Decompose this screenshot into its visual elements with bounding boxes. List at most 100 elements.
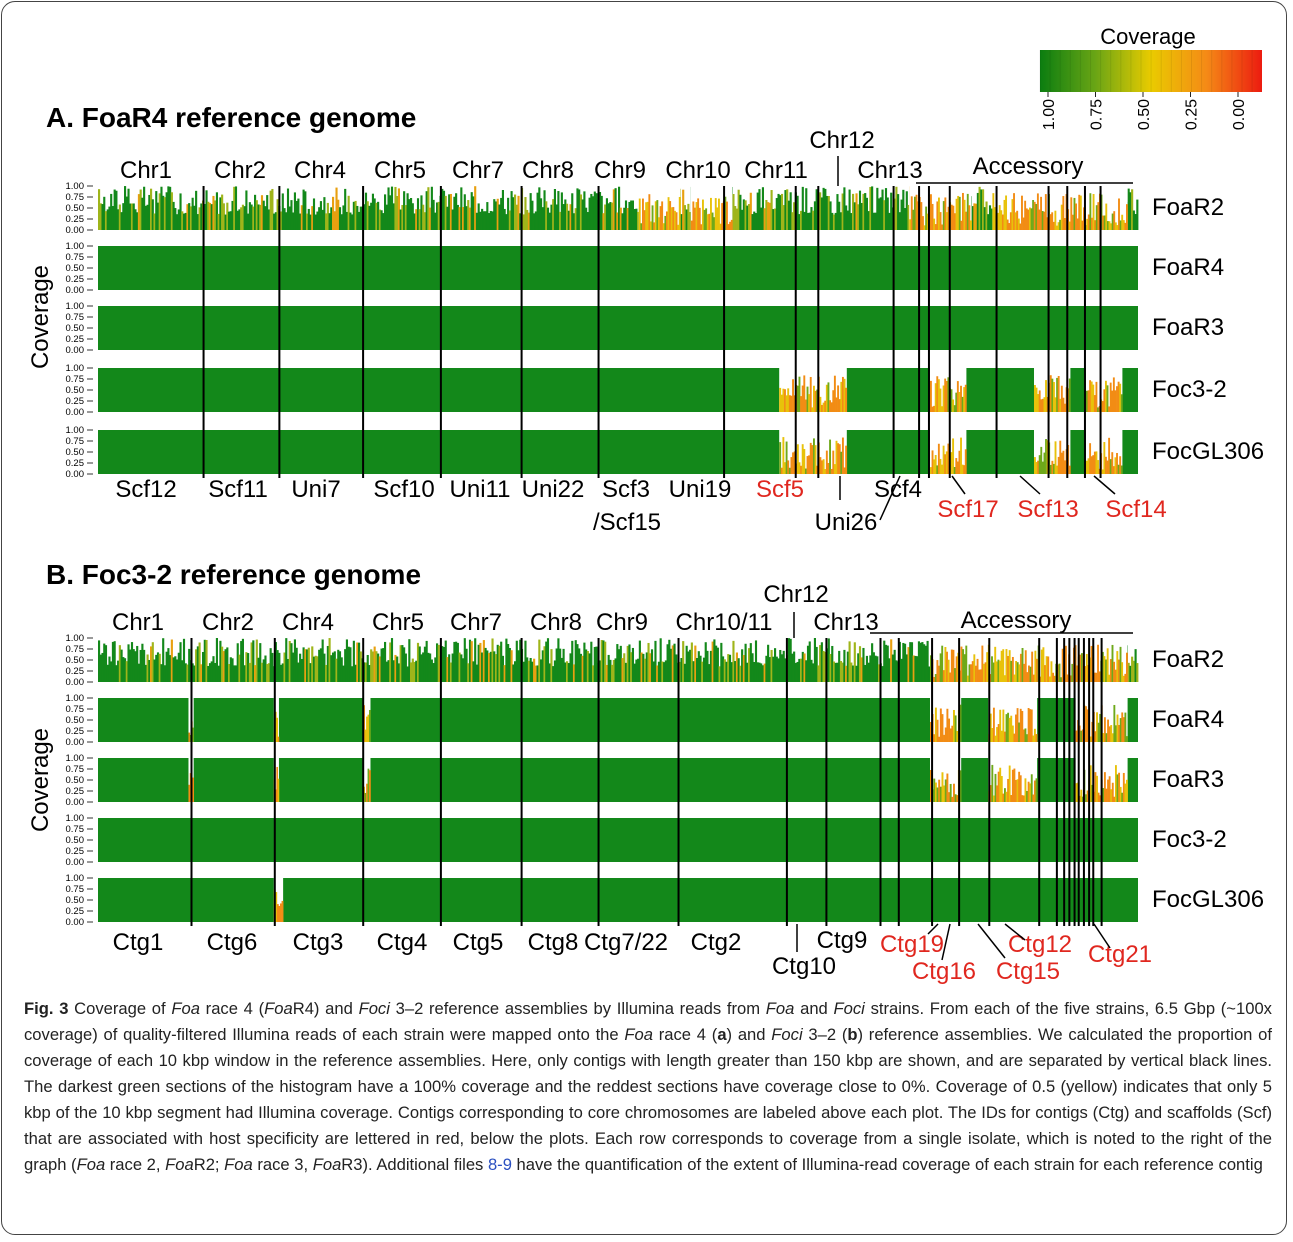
coverage-spike [1032,794,1035,802]
coverage-spike [449,662,452,682]
coverage-spike [229,657,232,682]
coverage-spike [486,650,489,682]
coverage-spike [477,203,480,230]
coverage-spike [941,772,944,802]
coverage-spike [758,189,761,230]
y-tick-label: 0.00 [66,469,85,480]
coverage-spike [881,666,884,682]
coverage-spike [1018,722,1021,742]
coverage-spike [543,646,546,682]
coverage-spike [1003,675,1006,682]
coverage-spike [202,651,205,682]
coverage-spike [1027,665,1030,682]
y-tick-label: 0.75 [66,764,85,775]
coverage-spike [798,462,801,474]
coverage-spike [115,665,118,682]
coverage-spike [1122,772,1125,802]
coverage-bar-FoaR3 [98,306,1138,350]
coverage-spike [233,665,236,682]
y-tick-label: 0.75 [66,374,85,385]
coverage-spike [292,212,295,230]
coverage-spike [1068,221,1071,230]
coverage-spike [1060,452,1063,474]
coverage-spike [708,213,711,230]
coverage-spike [474,186,477,230]
coverage-spike [281,663,284,682]
coverage-spike [110,193,113,230]
coverage-spike [1108,437,1111,474]
coverage-spike [500,641,503,682]
y-tick-label: 0.75 [66,644,85,655]
coverage-spike [706,214,709,230]
coverage-spike [484,211,487,230]
coverage-spike [257,204,260,230]
coverage-spike [992,707,995,742]
coverage-spike [819,645,822,682]
coverage-spike [1001,214,1004,230]
coverage-spike [330,655,333,682]
coverage-spike [637,658,640,682]
coverage-spike [276,199,279,230]
coverage-spike [706,650,709,682]
coverage-spike [871,186,874,230]
coverage-spike [468,639,472,682]
coverage-spike [1051,212,1054,230]
coverage-spike [470,192,473,230]
y-tick-label: 0.50 [66,895,85,906]
coverage-spike [240,207,243,230]
coverage-spike [1018,664,1021,682]
coverage-spike [1124,783,1127,802]
coverage-spike [463,638,466,682]
coverage-spike [1084,666,1087,682]
coverage-spike [705,208,708,230]
coverage-spike [188,203,191,230]
coverage-spike [1075,783,1078,802]
coverage-spike [1054,441,1057,474]
coverage-spike [1105,203,1108,230]
coverage-spike [796,385,799,412]
coverage-spike [727,654,730,682]
coverage-spike [189,206,192,230]
coverage-spike [1011,199,1014,230]
coverage-spike [559,648,562,682]
y-tick-label: 0.50 [66,263,85,274]
coverage-spike [432,199,435,230]
coverage-spike [1089,765,1092,802]
coverage-spike [1069,675,1072,682]
coverage-spike [338,651,342,682]
bottom-label: /Scf15 [593,509,661,536]
coverage-spike [953,405,956,412]
coverage-spike [933,405,936,412]
coverage-spike [489,651,492,682]
coverage-spike [638,640,641,682]
coverage-spike [103,643,106,682]
coverage-spike [472,196,475,230]
coverage-spike [453,641,456,682]
coverage-spike [593,191,596,230]
coverage-spike [585,207,588,230]
coverage-spike [1063,218,1066,230]
coverage-spike [248,662,251,682]
coverage-spike [937,443,940,474]
coverage-spike [816,389,819,412]
coverage-spike [553,660,556,682]
coverage-spike [1004,788,1006,802]
coverage-spike [271,652,274,682]
additional-files-link[interactable]: 8-9 [487,1155,512,1174]
coverage-spike [1087,458,1090,474]
coverage-spike [696,658,699,682]
coverage-spike [830,468,833,474]
coverage-spike [389,642,392,682]
label-pointer [1093,475,1116,495]
coverage-spike [716,207,719,230]
coverage-spike [944,454,947,474]
coverage-spike [812,663,815,682]
coverage-spike [1078,194,1081,230]
coverage-spike [533,213,536,230]
coverage-spike [616,212,619,230]
legend-tick-label: 0.50 [1136,99,1153,130]
coverage-spike [992,662,995,682]
coverage-spike [380,648,383,682]
coverage-spike [881,189,884,230]
